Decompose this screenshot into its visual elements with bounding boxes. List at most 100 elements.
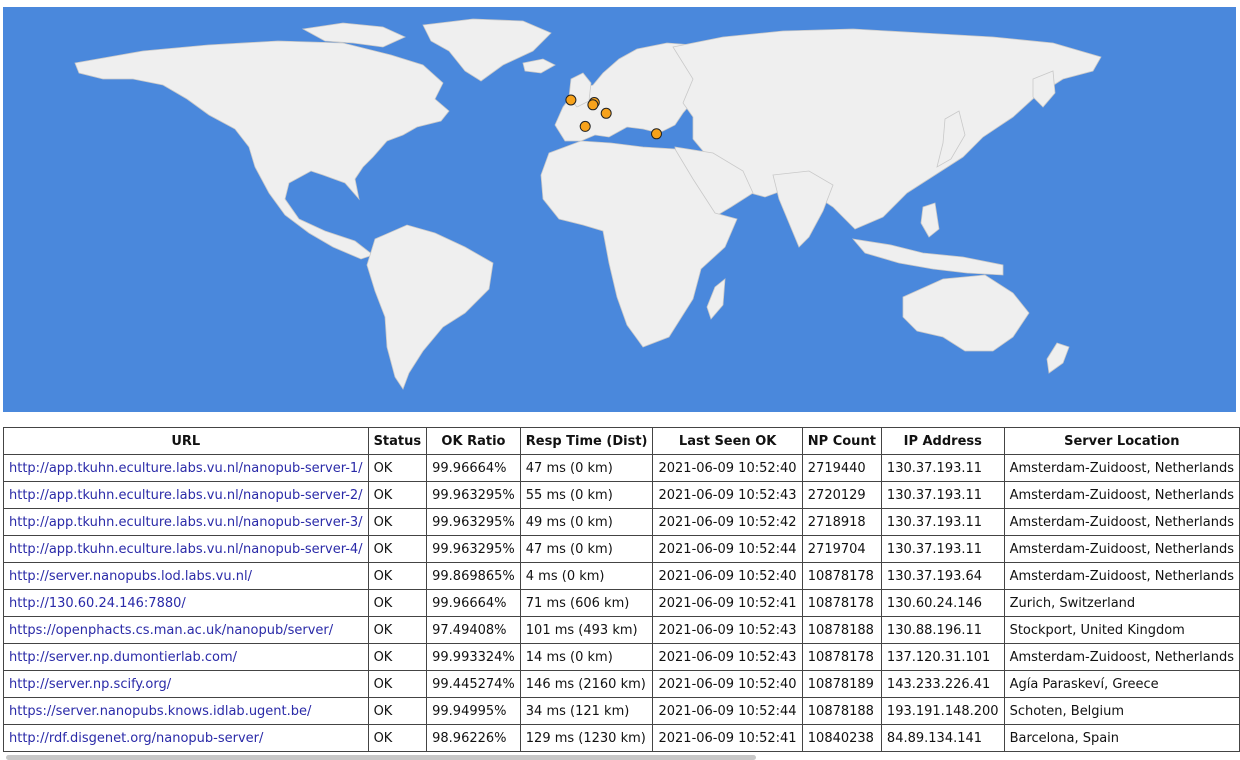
cell-np-count: 10878178 bbox=[801, 643, 882, 671]
header-np-count[interactable]: NP Count bbox=[801, 427, 882, 455]
cell-last-seen: 2021-06-09 10:52:41 bbox=[652, 724, 803, 752]
cell-url: http://rdf.disgenet.org/nanopub-server/ bbox=[3, 724, 369, 752]
header-status[interactable]: Status bbox=[367, 427, 428, 455]
cell-url: http://app.tkuhn.eculture.labs.vu.nl/nan… bbox=[3, 481, 369, 509]
table-row: http://130.60.24.146:7880/OK 99.96664% 71 … bbox=[3, 589, 1240, 617]
server-marker[interactable] bbox=[600, 107, 612, 119]
cell-ip-address: 130.37.193.64 bbox=[880, 562, 1005, 590]
cell-url: http://app.tkuhn.eculture.labs.vu.nl/nan… bbox=[3, 508, 369, 536]
cell-status: OK bbox=[367, 616, 428, 644]
cell-ok-ratio: 99.963295% bbox=[426, 508, 521, 536]
cell-np-count: 10878178 bbox=[801, 589, 882, 617]
cell-np-count: 10878178 bbox=[801, 562, 882, 590]
cell-server-location: Schoten, Belgium bbox=[1003, 697, 1240, 725]
cell-ip-address: 130.88.196.11 bbox=[880, 616, 1005, 644]
cell-ok-ratio: 99.963295% bbox=[426, 481, 521, 509]
cell-server-location: Amsterdam-Zuidoost, Netherlands bbox=[1003, 508, 1240, 536]
cell-last-seen: 2021-06-09 10:52:43 bbox=[652, 616, 803, 644]
header-ip-address[interactable]: IP Address bbox=[880, 427, 1005, 455]
header-resp-time[interactable]: Resp Time (Dist) bbox=[519, 427, 654, 455]
cell-status: OK bbox=[367, 670, 428, 698]
server-url-link[interactable]: http://130.60.24.146:7880/ bbox=[9, 595, 186, 611]
server-marker[interactable] bbox=[587, 99, 599, 111]
server-url-link[interactable]: http://app.tkuhn.eculture.labs.vu.nl/nan… bbox=[9, 514, 363, 530]
server-url-link[interactable]: http://server.nanopubs.lod.labs.vu.nl/ bbox=[9, 568, 252, 584]
server-marker[interactable] bbox=[651, 128, 662, 140]
server-markers bbox=[565, 94, 662, 140]
world-map bbox=[3, 7, 1236, 412]
cell-np-count: 10878188 bbox=[801, 616, 882, 644]
cell-url: http://server.nanopubs.lod.labs.vu.nl/ bbox=[3, 562, 369, 590]
cell-ip-address: 130.37.193.11 bbox=[880, 481, 1005, 509]
cell-status: OK bbox=[367, 562, 428, 590]
server-url-link[interactable]: http://app.tkuhn.eculture.labs.vu.nl/nan… bbox=[9, 460, 363, 476]
cell-np-count: 2720129 bbox=[801, 481, 882, 509]
cell-server-location: Amsterdam-Zuidoost, Netherlands bbox=[1003, 481, 1240, 509]
land-indonesia bbox=[851, 238, 1004, 276]
table-row: https://server.nanopubs.knows.idlab.ugen… bbox=[3, 697, 1240, 725]
cell-resp-time: 47 ms (0 km) bbox=[519, 454, 654, 482]
cell-server-location: Amsterdam-Zuidoost, Netherlands bbox=[1003, 535, 1240, 563]
land-japan bbox=[936, 110, 966, 168]
cell-np-count: 10840238 bbox=[801, 724, 882, 752]
cell-ok-ratio: 99.993324% bbox=[426, 643, 521, 671]
cell-server-location: Barcelona, Spain bbox=[1003, 724, 1240, 752]
table-row: http://rdf.disgenet.org/nanopub-server/O… bbox=[3, 724, 1240, 752]
server-url-link[interactable]: http://rdf.disgenet.org/nanopub-server/ bbox=[9, 730, 264, 746]
world-map-canvas bbox=[3, 7, 1236, 412]
cell-last-seen: 2021-06-09 10:52:40 bbox=[652, 562, 803, 590]
cell-ip-address: 84.89.134.141 bbox=[880, 724, 1005, 752]
cell-resp-time: 146 ms (2160 km) bbox=[519, 670, 654, 698]
cell-last-seen: 2021-06-09 10:52:40 bbox=[652, 670, 803, 698]
cell-last-seen: 2021-06-09 10:52:40 bbox=[652, 454, 803, 482]
land-australia bbox=[902, 274, 1030, 352]
cell-server-location: Agía Paraskeví, Greece bbox=[1003, 670, 1240, 698]
cell-server-location: Amsterdam-Zuidoost, Netherlands bbox=[1003, 454, 1240, 482]
cell-url: http://server.np.scify.org/ bbox=[3, 670, 369, 698]
server-url-link[interactable]: https://server.nanopubs.knows.idlab.ugen… bbox=[9, 703, 312, 719]
land-philippines bbox=[920, 202, 940, 238]
cell-ip-address: 130.37.193.11 bbox=[880, 454, 1005, 482]
server-url-link[interactable]: http://app.tkuhn.eculture.labs.vu.nl/nan… bbox=[9, 487, 363, 503]
cell-ok-ratio: 99.94995% bbox=[426, 697, 521, 725]
cell-ok-ratio: 99.963295% bbox=[426, 535, 521, 563]
land-kamchatka bbox=[1032, 70, 1056, 108]
table-row: http://server.np.dumontierlab.com/OK 99.9… bbox=[3, 643, 1240, 671]
cell-server-location: Zurich, Switzerland bbox=[1003, 589, 1240, 617]
cell-status: OK bbox=[367, 454, 428, 482]
cell-np-count: 10878188 bbox=[801, 697, 882, 725]
land-new-zealand bbox=[1046, 342, 1070, 374]
cell-ok-ratio: 99.96664% bbox=[426, 589, 521, 617]
land-iceland bbox=[522, 58, 556, 74]
cell-np-count: 2719440 bbox=[801, 454, 882, 482]
cell-url: http://130.60.24.146:7880/ bbox=[3, 589, 369, 617]
cell-server-location: Amsterdam-Zuidoost, Netherlands bbox=[1003, 643, 1240, 671]
header-last-seen[interactable]: Last Seen OK bbox=[652, 427, 803, 455]
cell-resp-time: 55 ms (0 km) bbox=[519, 481, 654, 509]
table-row: https://openphacts.cs.man.ac.uk/nanopub/… bbox=[3, 616, 1240, 644]
cell-status: OK bbox=[367, 535, 428, 563]
header-server-location[interactable]: Server Location bbox=[1003, 427, 1240, 455]
header-url[interactable]: URL bbox=[3, 427, 369, 455]
land-india bbox=[772, 170, 834, 248]
cell-resp-time: 34 ms (121 km) bbox=[519, 697, 654, 725]
cell-status: OK bbox=[367, 589, 428, 617]
server-url-link[interactable]: https://openphacts.cs.man.ac.uk/nanopub/… bbox=[9, 622, 334, 638]
server-url-link[interactable]: http://app.tkuhn.eculture.labs.vu.nl/nan… bbox=[9, 541, 363, 557]
cell-url: http://app.tkuhn.eculture.labs.vu.nl/nan… bbox=[3, 535, 369, 563]
land-madagascar bbox=[706, 278, 726, 320]
cell-resp-time: 129 ms (1230 km) bbox=[519, 724, 654, 752]
table-row: http://server.nanopubs.lod.labs.vu.nl/OK… bbox=[3, 562, 1240, 590]
server-marker[interactable] bbox=[579, 120, 591, 132]
cell-np-count: 2719704 bbox=[801, 535, 882, 563]
cell-status: OK bbox=[367, 643, 428, 671]
server-url-link[interactable]: http://server.np.dumontierlab.com/ bbox=[9, 649, 238, 665]
horizontal-scrollbar[interactable] bbox=[6, 755, 756, 760]
cell-last-seen: 2021-06-09 10:52:43 bbox=[652, 643, 803, 671]
server-marker[interactable] bbox=[565, 94, 577, 106]
server-url-link[interactable]: http://server.np.scify.org/ bbox=[9, 676, 172, 692]
header-ok-ratio[interactable]: OK Ratio bbox=[426, 427, 521, 455]
cell-status: OK bbox=[367, 508, 428, 536]
cell-ip-address: 130.37.193.11 bbox=[880, 535, 1005, 563]
cell-status: OK bbox=[367, 724, 428, 752]
